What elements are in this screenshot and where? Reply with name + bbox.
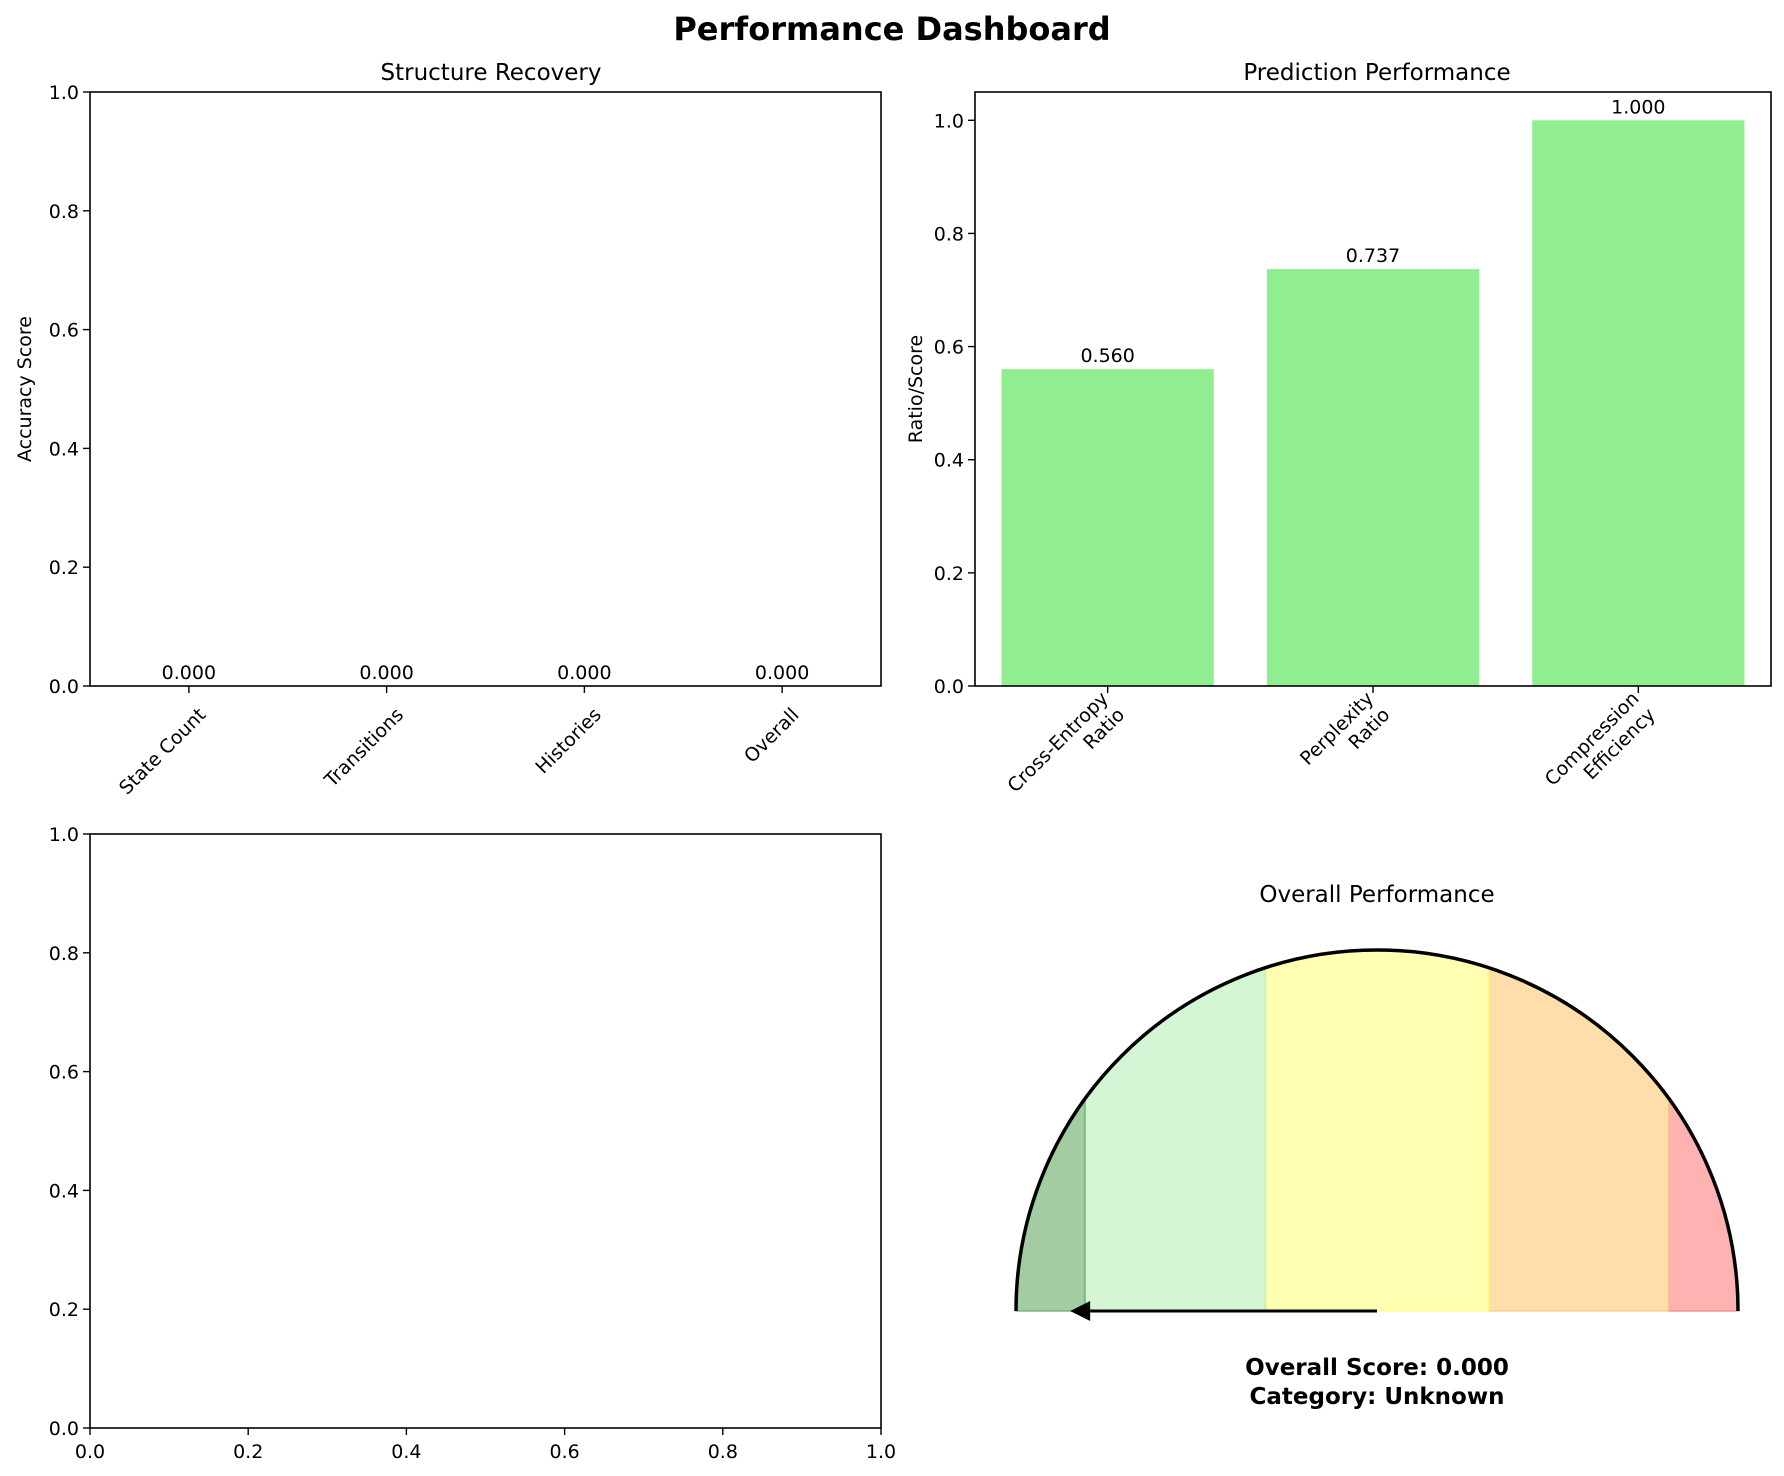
- structure-recovery-xtick-label: Overall: [740, 704, 804, 768]
- structure-recovery-value-label: 0.000: [755, 662, 809, 684]
- empty-panel-xtick-label: 1.0: [866, 1441, 896, 1463]
- empty-panel-ytick-label: 0.4: [49, 1180, 79, 1202]
- structure-recovery-panel: Structure Recovery 0.0 0.2 0.4 0.6 0.8 1.0 0.0…: [14, 60, 882, 799]
- empty-panel-xtick-label: 0.2: [233, 1441, 263, 1463]
- prediction-performance-value-label: 0.737: [1346, 245, 1400, 267]
- structure-recovery-ytick-label: 0.4: [49, 438, 79, 460]
- prediction-performance-axes: [974, 91, 1772, 687]
- prediction-performance-panel: Prediction Performance 0.0 0.2 0.4 0.6 0.8 1.…: [905, 60, 1772, 814]
- structure-recovery-value-label: 0.000: [359, 662, 413, 684]
- empty-panel-ytick-label: 1.0: [49, 824, 79, 846]
- empty-panel-xtick-label: 0.4: [391, 1441, 421, 1463]
- structure-recovery-ylabel: Accuracy Score: [14, 316, 36, 462]
- empty-panel-xtick-label: 0.8: [708, 1441, 738, 1463]
- overall-score-text: Overall Score: 0.000: [1245, 1355, 1509, 1381]
- prediction-performance-bar: [1001, 369, 1214, 686]
- prediction-performance-ylabel: Ratio/Score: [905, 335, 927, 443]
- structure-recovery-ytick-label: 0.8: [49, 201, 79, 223]
- structure-recovery-axes: [89, 91, 882, 687]
- prediction-performance-ytick-label: 0.8: [934, 223, 964, 245]
- overall-performance-title: Overall Performance: [1259, 882, 1494, 908]
- gauge-zone: [1487, 966, 1670, 1312]
- gauge-zone: [1668, 1096, 1739, 1312]
- structure-recovery-ytick-label: 0.6: [49, 320, 79, 342]
- overall-category-text: Category: Unknown: [1250, 1384, 1505, 1410]
- structure-recovery-xtick-label: Histories: [531, 704, 605, 778]
- dashboard-title: Performance Dashboard: [673, 10, 1110, 48]
- structure-recovery-ytick-label: 0.2: [49, 557, 79, 579]
- empty-panel-ytick-label: 0.6: [49, 1062, 79, 1084]
- prediction-performance-xtick-label: PerplexityRatio: [1296, 688, 1394, 786]
- prediction-performance-xtick-label: Cross-EntropyRatio: [1003, 688, 1129, 814]
- empty-panel-xtick-label: 0.6: [549, 1441, 579, 1463]
- prediction-performance-ytick-label: 1.0: [934, 110, 964, 132]
- empty-panel-ytick-label: 0.8: [49, 943, 79, 965]
- gauge-outline: [1014, 948, 1740, 1312]
- gauge-zone: [1084, 966, 1267, 1312]
- structure-recovery-ytick-label: 1.0: [49, 82, 79, 104]
- prediction-performance-value-label: 0.560: [1080, 345, 1134, 367]
- structure-recovery-xtick-label: Transitions: [320, 704, 408, 792]
- gauge-zone: [1015, 1096, 1086, 1312]
- gauge-zone: [1264, 949, 1490, 1312]
- structure-recovery-value-label: 0.000: [162, 662, 216, 684]
- empty-panel-ytick-label: 0.0: [49, 1418, 79, 1440]
- prediction-performance-value-label: 1.000: [1611, 96, 1665, 118]
- prediction-performance-ytick-label: 0.6: [934, 337, 964, 359]
- prediction-performance-bar: [1266, 269, 1480, 686]
- prediction-performance-ytick-label: 0.0: [934, 676, 964, 698]
- prediction-performance-title: Prediction Performance: [1243, 60, 1510, 86]
- structure-recovery-xtick-label: State Count: [115, 704, 210, 799]
- empty-panel-axes: [89, 833, 882, 1429]
- prediction-performance-xtick-label: CompressionEfficiency: [1541, 688, 1660, 807]
- prediction-performance-ytick-label: 0.4: [934, 450, 964, 472]
- structure-recovery-value-label: 0.000: [557, 662, 611, 684]
- gauge-needle-head: [1070, 1301, 1091, 1321]
- empty-panel-ytick-label: 0.2: [49, 1299, 79, 1321]
- prediction-performance-bar: [1532, 120, 1745, 687]
- empty-panel: 0.0 0.2 0.4 0.6 0.8 1.0 0.0 0.2 0.4 0.6 0.8 1.0: [49, 824, 896, 1463]
- prediction-performance-ytick-label: 0.2: [934, 563, 964, 585]
- structure-recovery-ytick-label: 0.0: [49, 676, 79, 698]
- structure-recovery-title: Structure Recovery: [381, 60, 602, 86]
- empty-panel-xtick-label: 0.0: [75, 1441, 105, 1463]
- overall-performance-panel: Overall Performance Overall Score: 0.000…: [1014, 882, 1740, 1410]
